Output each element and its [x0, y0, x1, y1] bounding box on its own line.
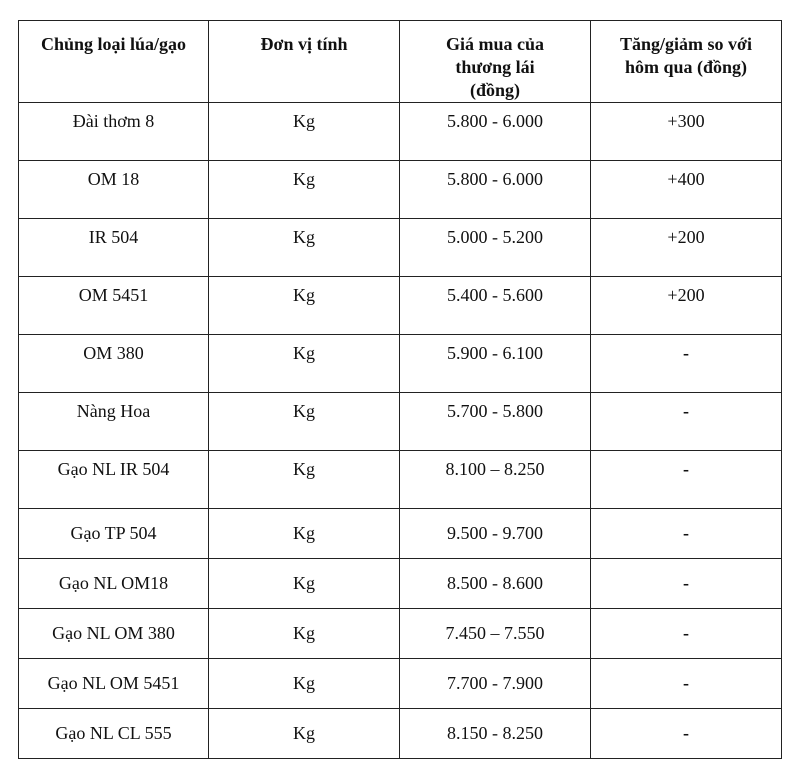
header-rice-type: Chủng loại lúa/gạo [18, 20, 209, 103]
rice-type-cell: OM 18 [18, 160, 209, 219]
table-row: Gạo NL CL 555 Kg 8.150 - 8.250- [18, 708, 782, 759]
unit-cell: Kg [208, 102, 400, 161]
unit-cell: Kg [208, 608, 400, 659]
table-row: Đài thơm 8 Kg 5.800 - 6.000 +300 [18, 102, 782, 161]
table-row: Gạo NL IR 504 Kg 8.100 – 8.250- [18, 450, 782, 509]
rice-type-cell: OM 5451 [18, 276, 209, 335]
table-row: Gạo TP 504 Kg 9.500 - 9.700- [18, 508, 782, 559]
price-cell: 5.700 - 5.800 [399, 392, 591, 451]
change-cell: - [590, 608, 782, 659]
table-row: Gạo NL OM 380 Kg 7.450 – 7.550- [18, 608, 782, 659]
unit-cell: Kg [208, 218, 400, 277]
table-row: Gạo NL OM 5451 Kg 7.700 - 7.900- [18, 658, 782, 709]
unit-cell: Kg [208, 708, 400, 759]
price-cell: 7.450 – 7.550 [399, 608, 591, 659]
table-row: OM 5451 Kg 5.400 - 5.600 +200 [18, 276, 782, 335]
price-cell: 5.900 - 6.100 [399, 334, 591, 393]
rice-type-cell: Đài thơm 8 [18, 102, 209, 161]
rice-type-cell: Gạo NL CL 555 [18, 708, 209, 759]
rice-price-table: Chủng loại lúa/gạo Đơn vị tính Giá mua c… [18, 20, 782, 759]
unit-cell: Kg [208, 334, 400, 393]
unit-cell: Kg [208, 558, 400, 609]
rice-type-cell: OM 380 [18, 334, 209, 393]
unit-cell: Kg [208, 658, 400, 709]
change-cell: - [590, 508, 782, 559]
table-row: OM 380 Kg 5.900 - 6.100- [18, 334, 782, 393]
header-row: Chủng loại lúa/gạo Đơn vị tính Giá mua c… [18, 20, 782, 103]
rice-type-cell: Gạo NL OM 380 [18, 608, 209, 659]
unit-cell: Kg [208, 508, 400, 559]
table-row: Nàng Hoa Kg 5.700 - 5.800- [18, 392, 782, 451]
rice-type-cell: Gạo TP 504 [18, 508, 209, 559]
price-cell: 7.700 - 7.900 [399, 658, 591, 709]
rice-type-cell: IR 504 [18, 218, 209, 277]
unit-cell: Kg [208, 160, 400, 219]
change-cell: - [590, 450, 782, 509]
rice-type-cell: Gạo NL OM18 [18, 558, 209, 609]
change-cell: +400 [590, 160, 782, 219]
change-cell: +300 [590, 102, 782, 161]
rice-type-cell: Gạo NL IR 504 [18, 450, 209, 509]
unit-cell: Kg [208, 450, 400, 509]
price-cell: 5.800 - 6.000 [399, 160, 591, 219]
table-row: Gạo NL OM18 Kg 8.500 - 8.600- [18, 558, 782, 609]
header-change: Tăng/giảm so với hôm qua (đồng) [590, 20, 782, 103]
rice-type-cell: Gạo NL OM 5451 [18, 658, 209, 709]
change-cell: - [590, 392, 782, 451]
price-cell: 5.800 - 6.000 [399, 102, 591, 161]
change-cell: +200 [590, 218, 782, 277]
header-unit: Đơn vị tính [208, 20, 400, 103]
unit-cell: Kg [208, 392, 400, 451]
price-cell: 9.500 - 9.700 [399, 508, 591, 559]
table-row: IR 504 Kg 5.000 - 5.200 +200 [18, 218, 782, 277]
change-cell: - [590, 658, 782, 709]
change-cell: - [590, 708, 782, 759]
change-cell: - [590, 334, 782, 393]
price-cell: 5.400 - 5.600 [399, 276, 591, 335]
change-cell: - [590, 558, 782, 609]
price-cell: 8.100 – 8.250 [399, 450, 591, 509]
price-cell: 5.000 - 5.200 [399, 218, 591, 277]
header-trader-price: Giá mua của thương lái (đồng) [399, 20, 591, 103]
rice-type-cell: Nàng Hoa [18, 392, 209, 451]
unit-cell: Kg [208, 276, 400, 335]
price-cell: 8.500 - 8.600 [399, 558, 591, 609]
table-row: OM 18 Kg 5.800 - 6.000 +400 [18, 160, 782, 219]
change-cell: +200 [590, 276, 782, 335]
price-cell: 8.150 - 8.250 [399, 708, 591, 759]
